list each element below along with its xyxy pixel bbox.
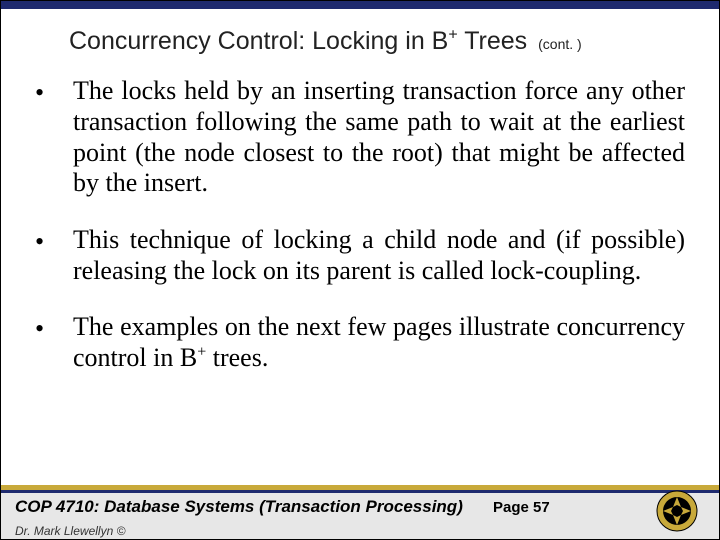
bullet-text-post: trees. — [206, 343, 268, 372]
bullet-text: This technique of locking a child node a… — [73, 225, 685, 286]
bullet-superscript: + — [197, 343, 206, 360]
footer-bar: COP 4710: Database Systems (Transaction … — [1, 493, 719, 539]
title-pre: Concurrency Control: Locking in B — [69, 27, 448, 55]
footer-author-partial: Dr. Mark Llewellyn © — [15, 524, 125, 538]
bullet-item: • The examples on the next few pages ill… — [35, 312, 685, 373]
slide-footer: COP 4710: Database Systems (Transaction … — [1, 485, 719, 539]
title-continuation: (cont. ) — [538, 36, 582, 52]
title-post: Trees — [458, 27, 527, 55]
bullet-text: The locks held by an inserting transacti… — [73, 76, 685, 199]
slide-body: • The locks held by an inserting transac… — [1, 68, 719, 373]
bullet-term: lock-coupling — [490, 256, 634, 285]
bullet-text-post: . — [635, 256, 642, 285]
title-superscript: + — [448, 27, 457, 44]
slide-title-area: Concurrency Control: Locking in B+ Trees… — [1, 9, 719, 68]
bullet-marker: • — [35, 312, 73, 373]
ucf-logo-icon — [655, 489, 699, 533]
slide-title: Concurrency Control: Locking in B+ Trees — [69, 27, 534, 55]
bullet-marker: • — [35, 225, 73, 286]
footer-page-number: Page 57 — [493, 499, 550, 516]
bullet-item: • The locks held by an inserting transac… — [35, 76, 685, 199]
bullet-text: The examples on the next few pages illus… — [73, 312, 685, 373]
bullet-text-pre: The examples on the next few pages illus… — [73, 312, 685, 372]
top-accent-bar — [1, 1, 719, 9]
bullet-item: • This technique of locking a child node… — [35, 225, 685, 286]
footer-course-label: COP 4710: Database Systems (Transaction … — [15, 497, 463, 517]
bullet-marker: • — [35, 76, 73, 199]
